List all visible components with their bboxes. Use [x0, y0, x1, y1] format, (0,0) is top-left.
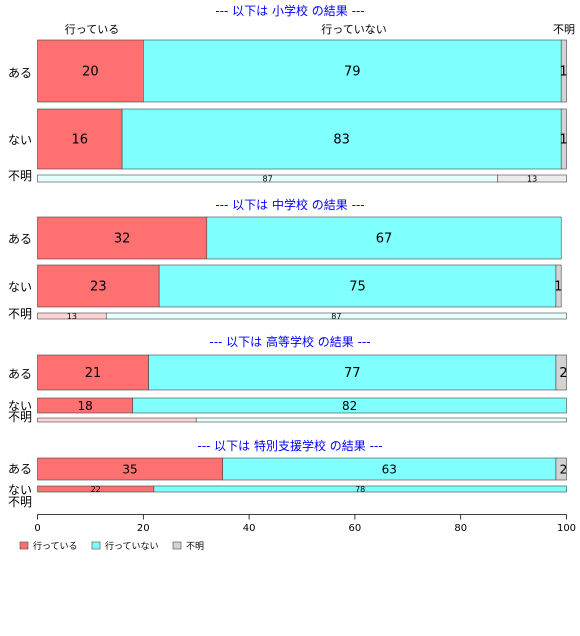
row-label: 不明 [8, 495, 32, 509]
data-label: 35 [122, 462, 137, 476]
data-label: 22 [91, 485, 101, 494]
data-label: 18 [77, 399, 92, 413]
row-label: ない [8, 399, 32, 413]
row-label: ある [8, 232, 32, 246]
row-label: ない [8, 483, 32, 497]
bar-segment [37, 39, 144, 103]
data-label: 63 [382, 462, 397, 476]
group-title: --- 以下は 特別支援学校 の結果 --- [197, 438, 382, 453]
data-label: 78 [355, 485, 365, 494]
bar-segment [105, 312, 567, 320]
row-label: 不明 [8, 410, 32, 424]
data-label: 2 [559, 366, 567, 381]
x-tick-label: 60 [349, 523, 362, 534]
data-label: 13 [527, 174, 537, 183]
bar-segment [206, 216, 562, 260]
row-label: ない [8, 133, 32, 147]
row-label: ない [8, 280, 32, 294]
data-label: 75 [349, 280, 366, 295]
data-label: 1 [559, 65, 567, 80]
header-label-yes: 行っている [65, 23, 119, 36]
data-label: 2 [560, 462, 568, 476]
group-title: --- 以下は 高等学校 の結果 --- [209, 334, 370, 349]
bar-segment [560, 108, 567, 170]
bar-segment [132, 397, 567, 414]
bar-segment [158, 264, 557, 308]
data-label: 87 [331, 312, 341, 321]
row-label: 不明 [8, 307, 32, 321]
data-label: 16 [72, 133, 89, 148]
bar-segment [555, 457, 567, 481]
legend-label: 行っている [33, 540, 78, 552]
group-title: --- 以下は 中学校 の結果 --- [215, 197, 364, 212]
legend-label: 不明 [186, 541, 204, 552]
bar-segment [37, 417, 197, 423]
x-tick-label: 80 [454, 523, 467, 534]
data-label: 67 [376, 232, 393, 247]
x-tick-label: 40 [243, 523, 256, 534]
data-label: 82 [342, 399, 357, 413]
bar-segment [148, 354, 557, 391]
bar-segment [555, 354, 567, 391]
data-label: 1 [554, 280, 562, 295]
bar-segment [195, 417, 567, 423]
data-label: 13 [67, 312, 77, 321]
legend-label: 行っていない [105, 540, 159, 552]
bar-segment [121, 108, 562, 170]
legend-swatch [19, 541, 29, 550]
group-title: --- 以下は 小学校 の結果 --- [215, 3, 364, 18]
row-label: 不明 [8, 169, 32, 183]
data-label: 79 [344, 65, 361, 80]
data-label: 23 [90, 280, 107, 295]
legend-swatch [172, 541, 182, 550]
data-label: 20 [82, 65, 99, 80]
bar-segment [37, 354, 149, 391]
row-label: ある [8, 66, 32, 80]
bar-segment [555, 264, 562, 308]
header-label-unknown: 不明 [553, 23, 575, 36]
row-label: ある [8, 367, 32, 381]
data-label: 21 [85, 366, 102, 381]
data-label: 83 [333, 133, 350, 148]
header-label-no: 行っていない [321, 23, 386, 36]
legend-swatch [91, 541, 101, 550]
bar-segment [560, 39, 567, 103]
data-label: 1 [559, 133, 567, 148]
bar-segment [153, 485, 567, 493]
bar-segment [143, 39, 562, 103]
data-label: 87 [263, 174, 273, 183]
x-tick-label: 0 [34, 523, 40, 534]
data-label: 77 [344, 366, 361, 381]
x-tick-label: 100 [557, 523, 576, 534]
x-tick-label: 20 [137, 523, 150, 534]
row-label: ある [8, 462, 32, 476]
bar-segment [37, 264, 160, 308]
bar-segment [37, 216, 208, 260]
data-label: 32 [114, 232, 131, 247]
bar-segment [497, 174, 567, 183]
